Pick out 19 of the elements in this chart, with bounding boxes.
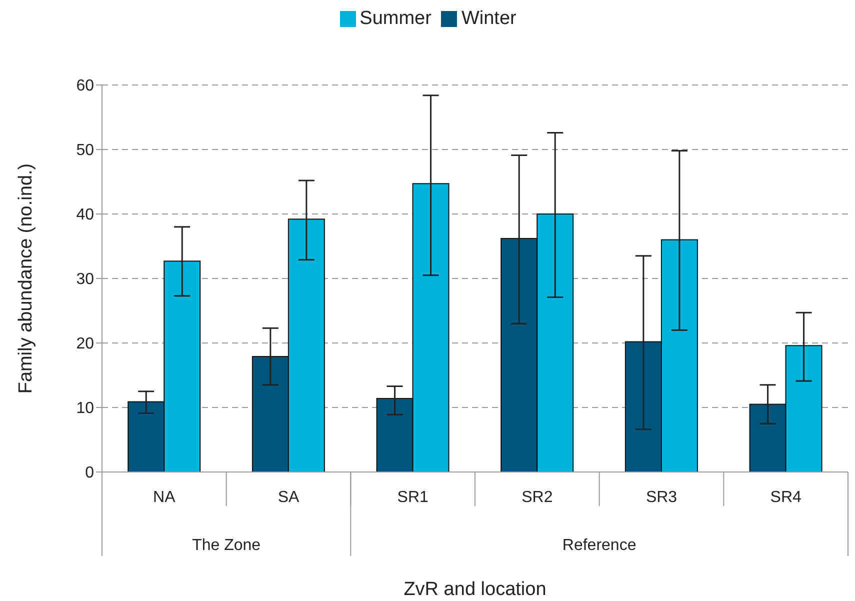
y-tick-label: 0 bbox=[85, 464, 94, 482]
x-tick-label: SA bbox=[278, 489, 300, 506]
y-tick-label: 50 bbox=[76, 142, 94, 160]
legend-label: Summer bbox=[360, 8, 432, 29]
text: The Zone bbox=[192, 537, 261, 554]
x-tick-label: NA bbox=[153, 489, 176, 506]
x-tick-label: SR3 bbox=[646, 489, 678, 506]
legend-label: Winter bbox=[461, 8, 516, 29]
y-tick-label: 30 bbox=[76, 271, 94, 288]
y-tick-label: 20 bbox=[76, 336, 94, 353]
x-tick-label: SR1 bbox=[397, 489, 428, 506]
x-tick-label: SR4 bbox=[770, 489, 802, 506]
y-tick-label: 60 bbox=[76, 78, 94, 95]
y-tick-label: 10 bbox=[76, 400, 94, 418]
y-tick-label: 40 bbox=[76, 206, 94, 224]
x-tick-label: SR2 bbox=[522, 489, 553, 506]
text: Reference bbox=[562, 537, 636, 554]
x-axis-title: ZvR and location bbox=[404, 579, 546, 600]
y-axis-title: Family abundance (no.ind.) bbox=[16, 163, 37, 394]
